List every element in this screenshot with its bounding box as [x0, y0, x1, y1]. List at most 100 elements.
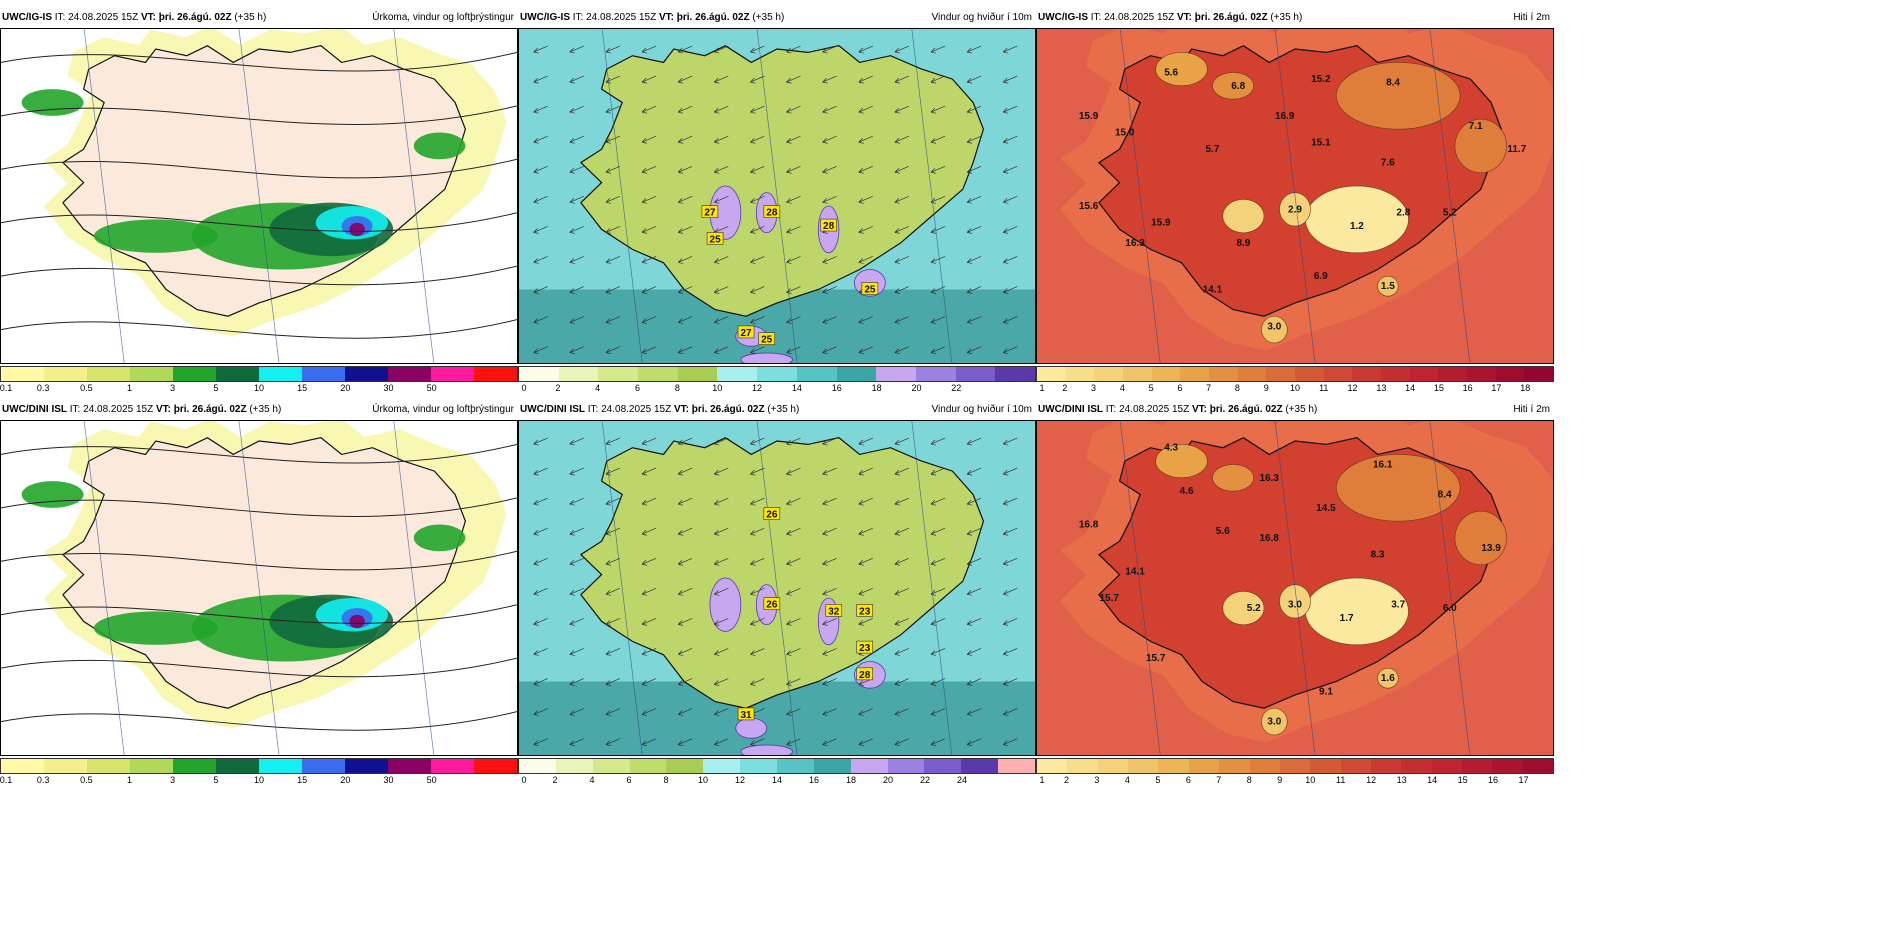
- colorbar-swatch: [388, 367, 431, 381]
- colorbar-tick-label: 13: [1376, 383, 1387, 393]
- model-name: UWC/IG-IS: [2, 12, 52, 23]
- map-svg: 26 26 32 23 23 28 31: [519, 421, 1035, 755]
- it-label: IT:: [1103, 404, 1120, 415]
- value-label: 5.2: [1247, 603, 1261, 614]
- map-panel-p2: UWC/IG-IS IT: 24.08.2025 15Z VT: þri. 26…: [518, 8, 1036, 396]
- value-label: 15.1: [1311, 138, 1331, 149]
- colorbar-swatch: [44, 759, 87, 773]
- graticule-line: [1119, 29, 1161, 363]
- wind-arrow: [858, 527, 873, 536]
- wind-arrow: [677, 286, 693, 294]
- wind-arrow: [786, 45, 801, 54]
- value-label: 2.9: [1288, 204, 1302, 215]
- value-label: 16.8: [1259, 533, 1279, 544]
- lead-time: (+35 h): [764, 404, 800, 415]
- wind-arrow: [1002, 135, 1018, 144]
- wind-arrow: [894, 75, 909, 84]
- colorbar: [1036, 758, 1554, 774]
- value-label: 23: [859, 606, 871, 617]
- wind-arrow: [533, 708, 548, 716]
- run-info: UWC/IG-IS IT: 24.08.2025 15Z VT: þri. 26…: [520, 8, 784, 28]
- wind-arrow: [966, 497, 982, 506]
- colorbar-swatch: [1209, 367, 1238, 381]
- gust-label-box: [856, 640, 874, 654]
- gust-cell: [740, 744, 793, 755]
- colorbar-swatch: [1097, 759, 1129, 773]
- value-label: 15.7: [1146, 653, 1166, 664]
- vt-label: VT:: [140, 12, 159, 23]
- value-label: 9.1: [1319, 687, 1333, 698]
- colorbar-swatch: [740, 759, 778, 773]
- wind-arrow: [930, 226, 946, 234]
- wind-arrow: [894, 708, 909, 716]
- wind-arrow: [894, 45, 909, 54]
- wind-arrow: [677, 45, 693, 54]
- gust-label-box: [706, 232, 724, 245]
- wind-arrow: [894, 648, 909, 656]
- wind-arrow: [894, 678, 909, 686]
- value-label: 14.5: [1316, 503, 1336, 514]
- wind-arrow: [894, 346, 909, 354]
- colorbar-swatch: [87, 759, 130, 773]
- wind-arrow: [605, 557, 621, 566]
- panel-header: UWC/IG-IS IT: 24.08.2025 15Z VT: þri. 26…: [0, 8, 518, 28]
- colorbar-tick-label: 0: [521, 775, 527, 785]
- wind-arrow: [786, 135, 801, 144]
- wind-arrow: [930, 135, 946, 144]
- gust-label-box: [763, 205, 781, 218]
- colorbar-swatch: [796, 367, 837, 381]
- vt-label: VT:: [673, 404, 692, 415]
- run-info: UWC/DINI ISL IT: 24.08.2025 15Z VT: þri.…: [520, 400, 799, 420]
- value-label: 25: [710, 234, 722, 245]
- wind-arrow: [605, 708, 621, 716]
- wind-arrow: [1002, 105, 1018, 114]
- colorbar-tick-label: 2: [1062, 383, 1068, 393]
- colorbar-tick-label: 18: [845, 775, 857, 785]
- value-label: 31: [740, 710, 752, 721]
- colorbar-swatch: [388, 759, 431, 773]
- wind-arrow: [750, 346, 765, 354]
- wind-arrow: [1002, 165, 1018, 174]
- colorbar-swatch: [1094, 367, 1124, 381]
- map-svg: 5.6 6.8 15.2 8.4 15.9 15.0 16.9 15.1 7.1 5.7 7.6 11…: [1037, 29, 1553, 363]
- wind-arrow: [822, 105, 837, 114]
- wind-arrow: [569, 165, 584, 174]
- wind-arrow: [786, 497, 801, 506]
- wind-arrow: [533, 226, 548, 234]
- colorbar-tick-label: 10: [697, 775, 709, 785]
- graticule-line: [601, 421, 643, 755]
- gust-label-box: [763, 597, 781, 610]
- wind-arrow: [750, 738, 765, 746]
- wind-arrow: [750, 165, 765, 174]
- value-label: 1.7: [1340, 613, 1354, 624]
- colorbar-swatch: [1295, 367, 1324, 381]
- colorbar-tick-label: 20: [911, 383, 922, 393]
- temp-region: [1222, 199, 1265, 234]
- colorbar-swatch: [677, 367, 718, 381]
- value-label: 15.6: [1079, 201, 1099, 212]
- graticule-line: [911, 421, 953, 755]
- wind-arrow: [1002, 557, 1018, 566]
- temp-region: [1305, 577, 1409, 646]
- colorbar-swatch: [1431, 759, 1463, 773]
- temp-region: [1155, 52, 1208, 87]
- wind-arrow: [677, 346, 693, 354]
- valid-time: þri. 26.ágú. 02Z: [676, 12, 750, 23]
- panel-header: UWC/IG-IS IT: 24.08.2025 15Z VT: þri. 26…: [518, 8, 1036, 28]
- colorbar-tick-label: 20: [340, 775, 351, 785]
- wind-arrow: [966, 738, 982, 746]
- it-label: IT:: [1088, 12, 1105, 23]
- wind-arrow: [930, 437, 946, 446]
- graticule-line: [1274, 29, 1316, 363]
- colorbar-swatch: [777, 759, 814, 773]
- init-time: 24.08.2025 15Z: [83, 404, 156, 415]
- colorbar-tick-label: 18: [871, 383, 882, 393]
- wind-arrow: [786, 105, 801, 114]
- colorbar-tick-label: 2: [555, 383, 561, 393]
- wind-arrow: [750, 497, 765, 506]
- colorbar-tick-label: 6: [1185, 775, 1191, 785]
- colorbar-tick-label: 12: [1366, 775, 1377, 785]
- colorbar-swatch: [216, 759, 259, 773]
- wind-arrow: [966, 316, 982, 324]
- map-svg: [1, 421, 517, 755]
